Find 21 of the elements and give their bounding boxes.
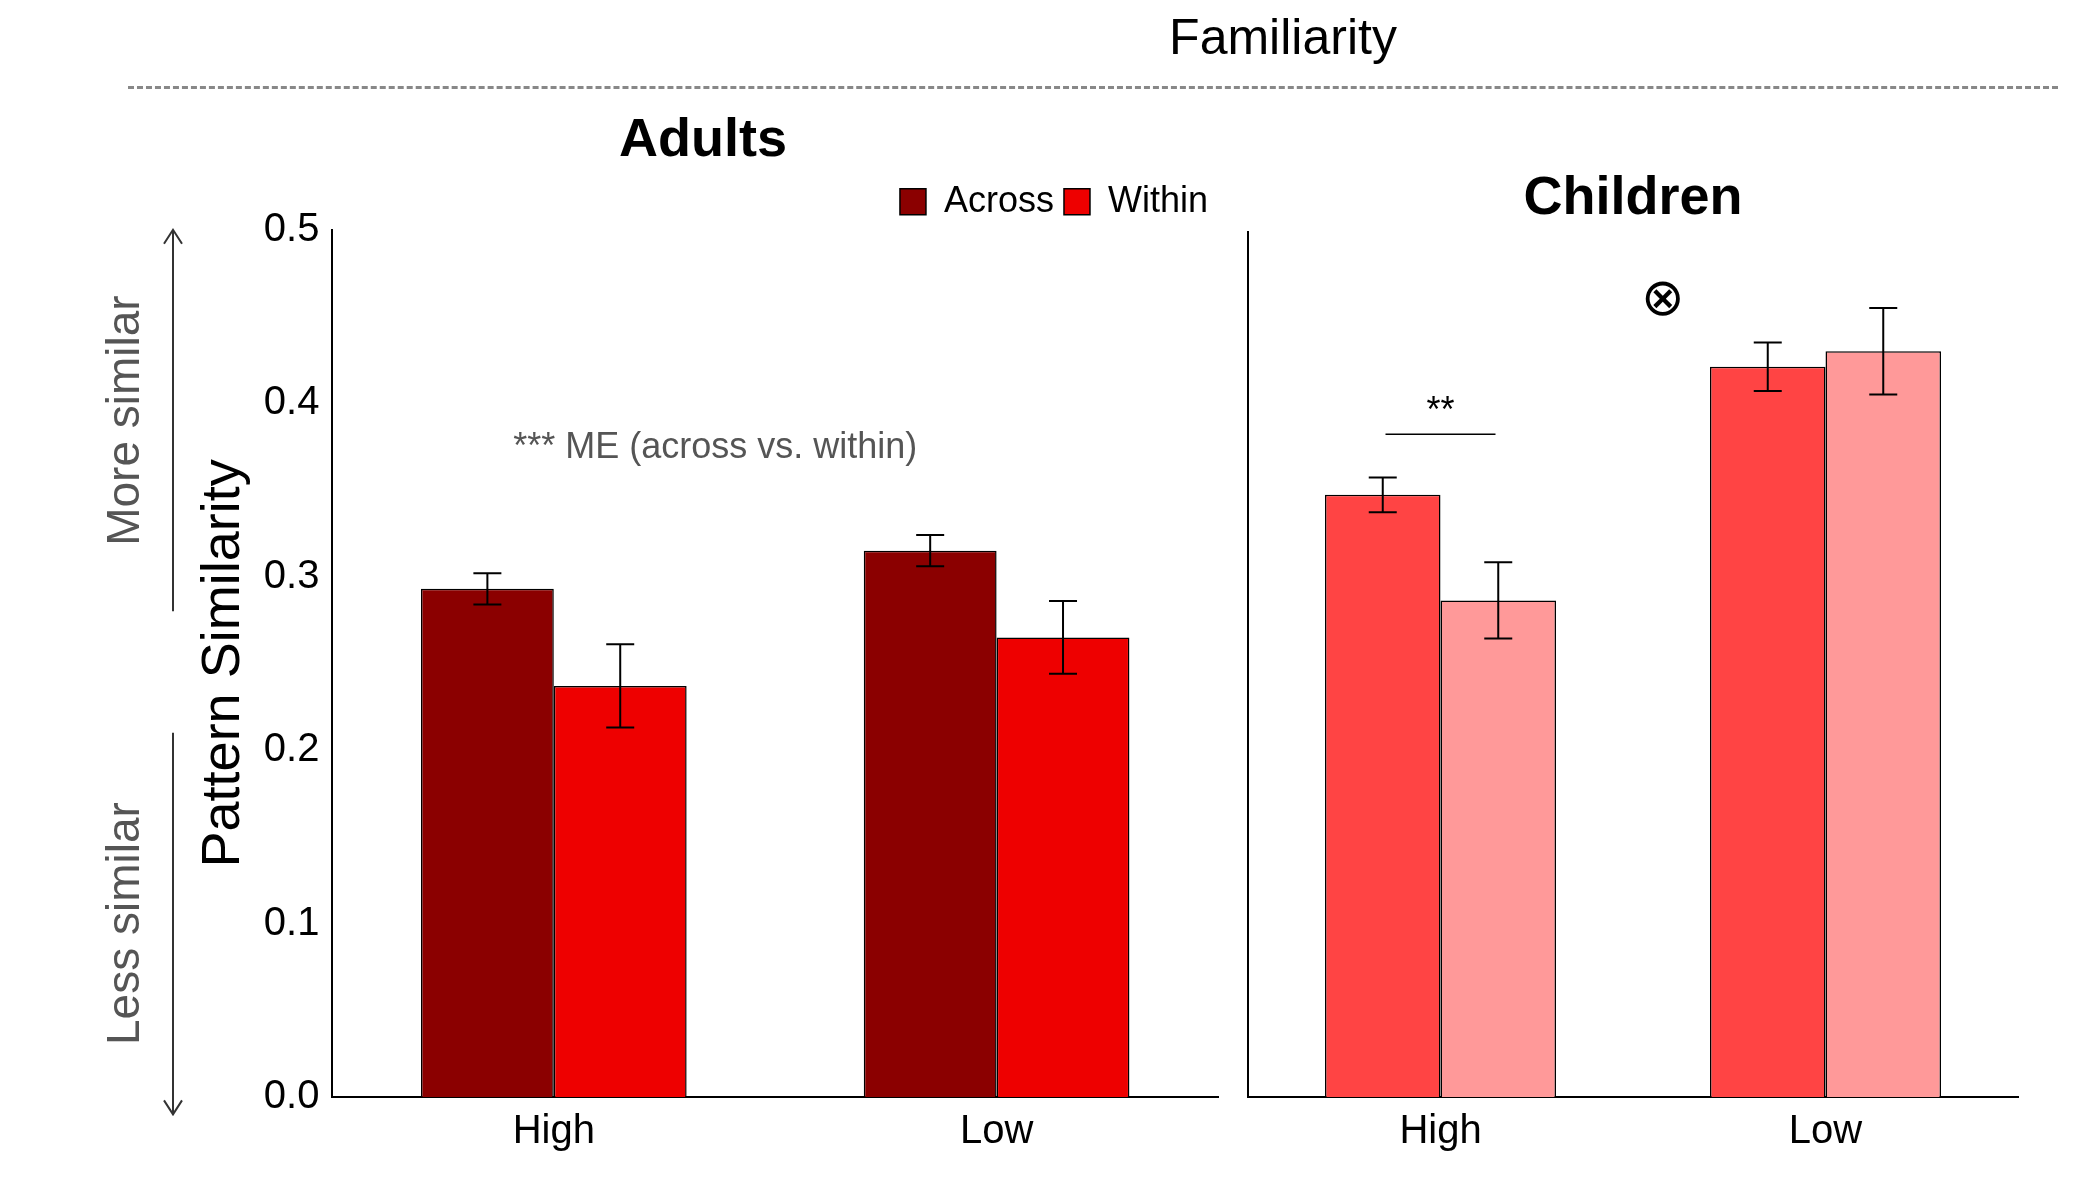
y-tick-label: 0.3 [263, 551, 320, 596]
y-tick-label: 0.0 [263, 1072, 320, 1117]
chart-title: Adults [619, 107, 787, 168]
x-tick-label: High [1399, 1107, 1482, 1152]
text: More similar [96, 295, 149, 546]
y-tick-label: 0.4 [263, 378, 320, 423]
y-tick-label: 0.2 [263, 725, 320, 770]
chart-title: Children [1523, 165, 1743, 226]
annotation: *** ME (across vs. within) [513, 425, 918, 467]
y-tick-label: 0.1 [263, 898, 320, 943]
text: Less similar [96, 802, 149, 1045]
y-tick-label: 0.5 [263, 204, 320, 249]
chart-subtitle: Familiarity [1168, 8, 1398, 66]
y-axis-title: Pattern Similarity [190, 459, 251, 868]
legend-label: Across [943, 178, 1054, 220]
x-tick-label: Low [1788, 1107, 1863, 1152]
legend-label: Within [1107, 178, 1209, 220]
annotation: ⊗ [1641, 268, 1685, 327]
x-tick-label: Low [959, 1107, 1034, 1152]
x-tick-label: High [512, 1107, 595, 1152]
annotation: ** [1426, 389, 1455, 431]
